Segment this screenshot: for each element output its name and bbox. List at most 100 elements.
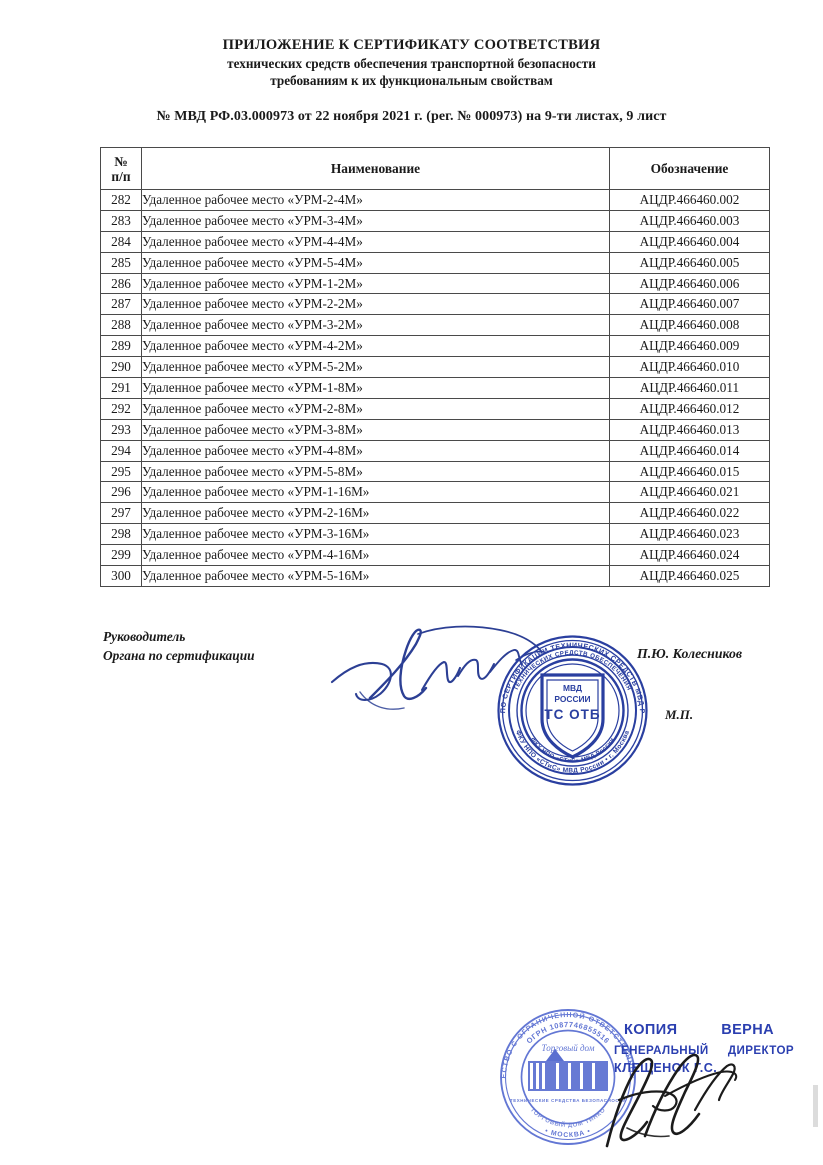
cell-number: 285 (100, 251, 142, 274)
svg-text:ТОРГОВЫЙ ДОМ ТИНКО: ТОРГОВЫЙ ДОМ ТИНКО (529, 1107, 607, 1129)
cell-designation: АЦДР.466460.014 (609, 439, 770, 462)
cell-designation: АЦДР.466460.023 (609, 523, 770, 546)
copy-label: КОПИЯ (624, 1022, 678, 1038)
cell-name: Удаленное рабочее место «УРМ-4-4М» (141, 230, 610, 253)
table-row: 294 Удаленное рабочее место «УРМ-4-8М» АЦД… (100, 439, 770, 462)
cell-designation: АЦДР.466460.011 (609, 377, 770, 399)
cell-name: Удаленное рабочее место «УРМ-5-8М» (141, 460, 610, 483)
table-row: 287 Удаленное рабочее место «УРМ-2-2М» АЦД… (100, 293, 770, 316)
cell-number: 299 (100, 544, 142, 567)
cell-number: 289 (100, 335, 142, 358)
copy-certification-line2: ГЕНЕРАЛЬНЫЙ ДИРЕКТОР (614, 1042, 794, 1059)
column-header-number: № п/п (100, 147, 142, 190)
table-row: 298 Удаленное рабочее место «УРМ-3-16М» АЦ… (100, 523, 770, 546)
table-row: 292 Удаленное рабочее место «УРМ-2-8М» АЦД… (100, 397, 770, 420)
svg-text:• МОСКВА •: • МОСКВА • (544, 1128, 592, 1139)
shield-icon: МВД РОССИИ ТС ОТБ (540, 673, 605, 759)
items-table: № п/п Наименование Обозначение 282 Удален… (100, 147, 770, 587)
svg-text:ФКУ НПО «СТиС» МВД России: ФКУ НПО «СТиС» МВД России (529, 737, 616, 765)
cell-name: Удаленное рабочее место «УРМ-4-2М» (141, 335, 610, 358)
cell-name: Удаленное рабочее место «УРМ-5-4М» (141, 251, 610, 274)
table-body: 282 Удаленное рабочее место «УРМ-2-4М» АЦД… (100, 189, 770, 587)
verna-label: ВЕРНА (721, 1022, 774, 1038)
cell-designation: АЦДР.466460.012 (609, 397, 770, 420)
cell-number: 294 (100, 439, 142, 462)
table-row: 297 Удаленное рабочее место «УРМ-2-16М» АЦ… (100, 502, 770, 525)
company-round-stamp: ОБЩЕСТВО С ОГРАНИЧЕННОЙ ОТВЕТСТВЕННОСТЬЮ… (494, 1003, 636, 1145)
cell-number: 293 (100, 418, 142, 441)
cell-number: 291 (100, 377, 142, 399)
cell-designation: АЦДР.466460.010 (609, 356, 770, 379)
signatory-role-line2: Органа по сертификации (103, 648, 255, 664)
table-row: 289 Удаленное рабочее место «УРМ-4-2М» АЦД… (100, 335, 770, 358)
cell-designation: АЦДР.466460.002 (609, 189, 770, 211)
table-row: 285 Удаленное рабочее место «УРМ-5-4М» АЦД… (100, 251, 770, 274)
table-row: 288 Удаленное рабочее место «УРМ-3-2М» АЦД… (100, 314, 770, 337)
cell-name: Удаленное рабочее место «УРМ-4-16М» (141, 544, 610, 567)
cell-designation: АЦДР.466460.009 (609, 335, 770, 358)
cell-designation: АЦДР.466460.005 (609, 251, 770, 274)
cell-designation: АЦДР.466460.008 (609, 314, 770, 337)
stamp-place-label: М.П. (665, 707, 694, 722)
svg-text:Торговый дом: Торговый дом (542, 1043, 595, 1053)
table-row: 293 Удаленное рабочее место «УРМ-3-8М» АЦД… (100, 418, 770, 441)
certificate-number-line: № МВД РФ.03.000973 от 22 ноября 2021 г. … (156, 109, 667, 124)
cell-designation: АЦДР.466460.013 (609, 418, 770, 441)
svg-text:ОГРН 1087746855516: ОГРН 1087746855516 (525, 1020, 612, 1045)
cell-number: 290 (100, 356, 142, 379)
director-label: ДИРЕКТОР (727, 1043, 794, 1057)
cell-designation: АЦДР.466460.004 (609, 230, 770, 253)
cell-number: 296 (100, 481, 142, 504)
column-header-designation: Обозначение (609, 147, 770, 190)
cell-name: Удаленное рабочее место «УРМ-1-2М» (141, 272, 610, 295)
document-title-line1: ПРИЛОЖЕНИЕ К СЕРТИФИКАТУ СООТВЕТСТВИЯ (222, 37, 601, 53)
cell-name: Удаленное рабочее место «УРМ-1-16М» (141, 481, 610, 504)
svg-text:ТЕХНИЧЕСКИЕ СРЕДСТВА БЕЗОПАСНО: ТЕХНИЧЕСКИЕ СРЕДСТВА БЕЗОПАСНОСТИ (510, 1098, 626, 1103)
cell-designation: АЦДР.466460.007 (609, 293, 770, 316)
cell-name: Удаленное рабочее место «УРМ-3-16М» (141, 523, 610, 546)
signatory-role-line1: Руководитель (103, 629, 186, 644)
cell-number: 298 (100, 523, 142, 546)
cell-name: Удаленное рабочее место «УРМ-3-8М» (141, 418, 610, 441)
cell-number: 288 (100, 314, 142, 337)
cell-name: Удаленное рабочее место «УРМ-1-8М» (141, 377, 610, 399)
copy-certification-text: КОПИЯ ВЕРНА ГЕНЕРАЛЬНЫЙ ДИРЕКТОР КЛЕЩЕНО… (614, 1020, 819, 1078)
table-row: 295 Удаленное рабочее место «УРМ-5-8М» АЦД… (100, 460, 770, 483)
cell-designation: АЦДР.466460.024 (609, 544, 770, 567)
copy-certification-signer: КЛЕЩЕНОК Г.С. (614, 1061, 718, 1076)
document-title-line2: технических средств обеспечения транспор… (227, 55, 596, 71)
cell-number: 286 (100, 272, 142, 295)
svg-text:РОССИИ: РОССИИ (554, 694, 590, 704)
copy-certification-block: ОБЩЕСТВО С ОГРАНИЧЕННОЙ ОТВЕТСТВЕННОСТЬЮ… (494, 1003, 814, 1163)
table-header-row: № п/п Наименование Обозначение (100, 147, 770, 190)
cell-name: Удаленное рабочее место «УРМ-4-8М» (141, 439, 610, 462)
svg-text:ТЕХНИЧЕСКИХ СРЕДСТВ ОБЕСПЕЧЕНИ: ТЕХНИЧЕСКИХ СРЕДСТВ ОБЕСПЕЧЕНИЯ (512, 649, 632, 691)
tinko-logo-icon (528, 1049, 608, 1091)
table-row: 300 Удаленное рабочее место «УРМ-5-16М» АЦ… (100, 565, 770, 587)
cell-name: Удаленное рабочее место «УРМ-2-8М» (141, 397, 610, 420)
cell-name: Удаленное рабочее место «УРМ-5-16М» (141, 565, 610, 587)
cell-designation: АЦДР.466460.022 (609, 502, 770, 525)
table-row: 282 Удаленное рабочее место «УРМ-2-4М» АЦД… (100, 189, 770, 211)
column-header-name: Наименование (141, 147, 610, 190)
cell-designation: АЦДР.466460.021 (609, 481, 770, 504)
copy-certification-line1: КОПИЯ ВЕРНА (624, 1020, 774, 1042)
cell-name: Удаленное рабочее место «УРМ-2-16М» (141, 502, 610, 525)
cell-number: 300 (100, 565, 142, 587)
column-header-number-top: № (114, 153, 128, 169)
table-row: 296 Удаленное рабочее место «УРМ-1-16М» АЦ… (100, 481, 770, 504)
cell-number: 292 (100, 397, 142, 420)
cell-designation: АЦДР.466460.003 (609, 209, 770, 232)
general-label: ГЕНЕРАЛЬНЫЙ (614, 1043, 709, 1057)
cell-name: Удаленное рабочее место «УРМ-3-4М» (141, 209, 610, 232)
signatory-name: П.Ю. Колесников (637, 646, 743, 661)
signatory-role: Руководитель Органа по сертификации (103, 627, 255, 666)
page-edge-artifact (813, 1085, 818, 1127)
table-head: № п/п Наименование Обозначение (100, 147, 770, 190)
cell-designation: АЦДР.466460.006 (609, 272, 770, 295)
document-title-line3: требованиям к их функциональным свойства… (270, 72, 553, 88)
table-row: 299 Удаленное рабочее место «УРМ-4-16М» АЦ… (100, 544, 770, 567)
table-row: 283 Удаленное рабочее место «УРМ-3-4М» АЦД… (100, 209, 770, 232)
items-table-container: № п/п Наименование Обозначение 282 Удален… (100, 147, 770, 587)
